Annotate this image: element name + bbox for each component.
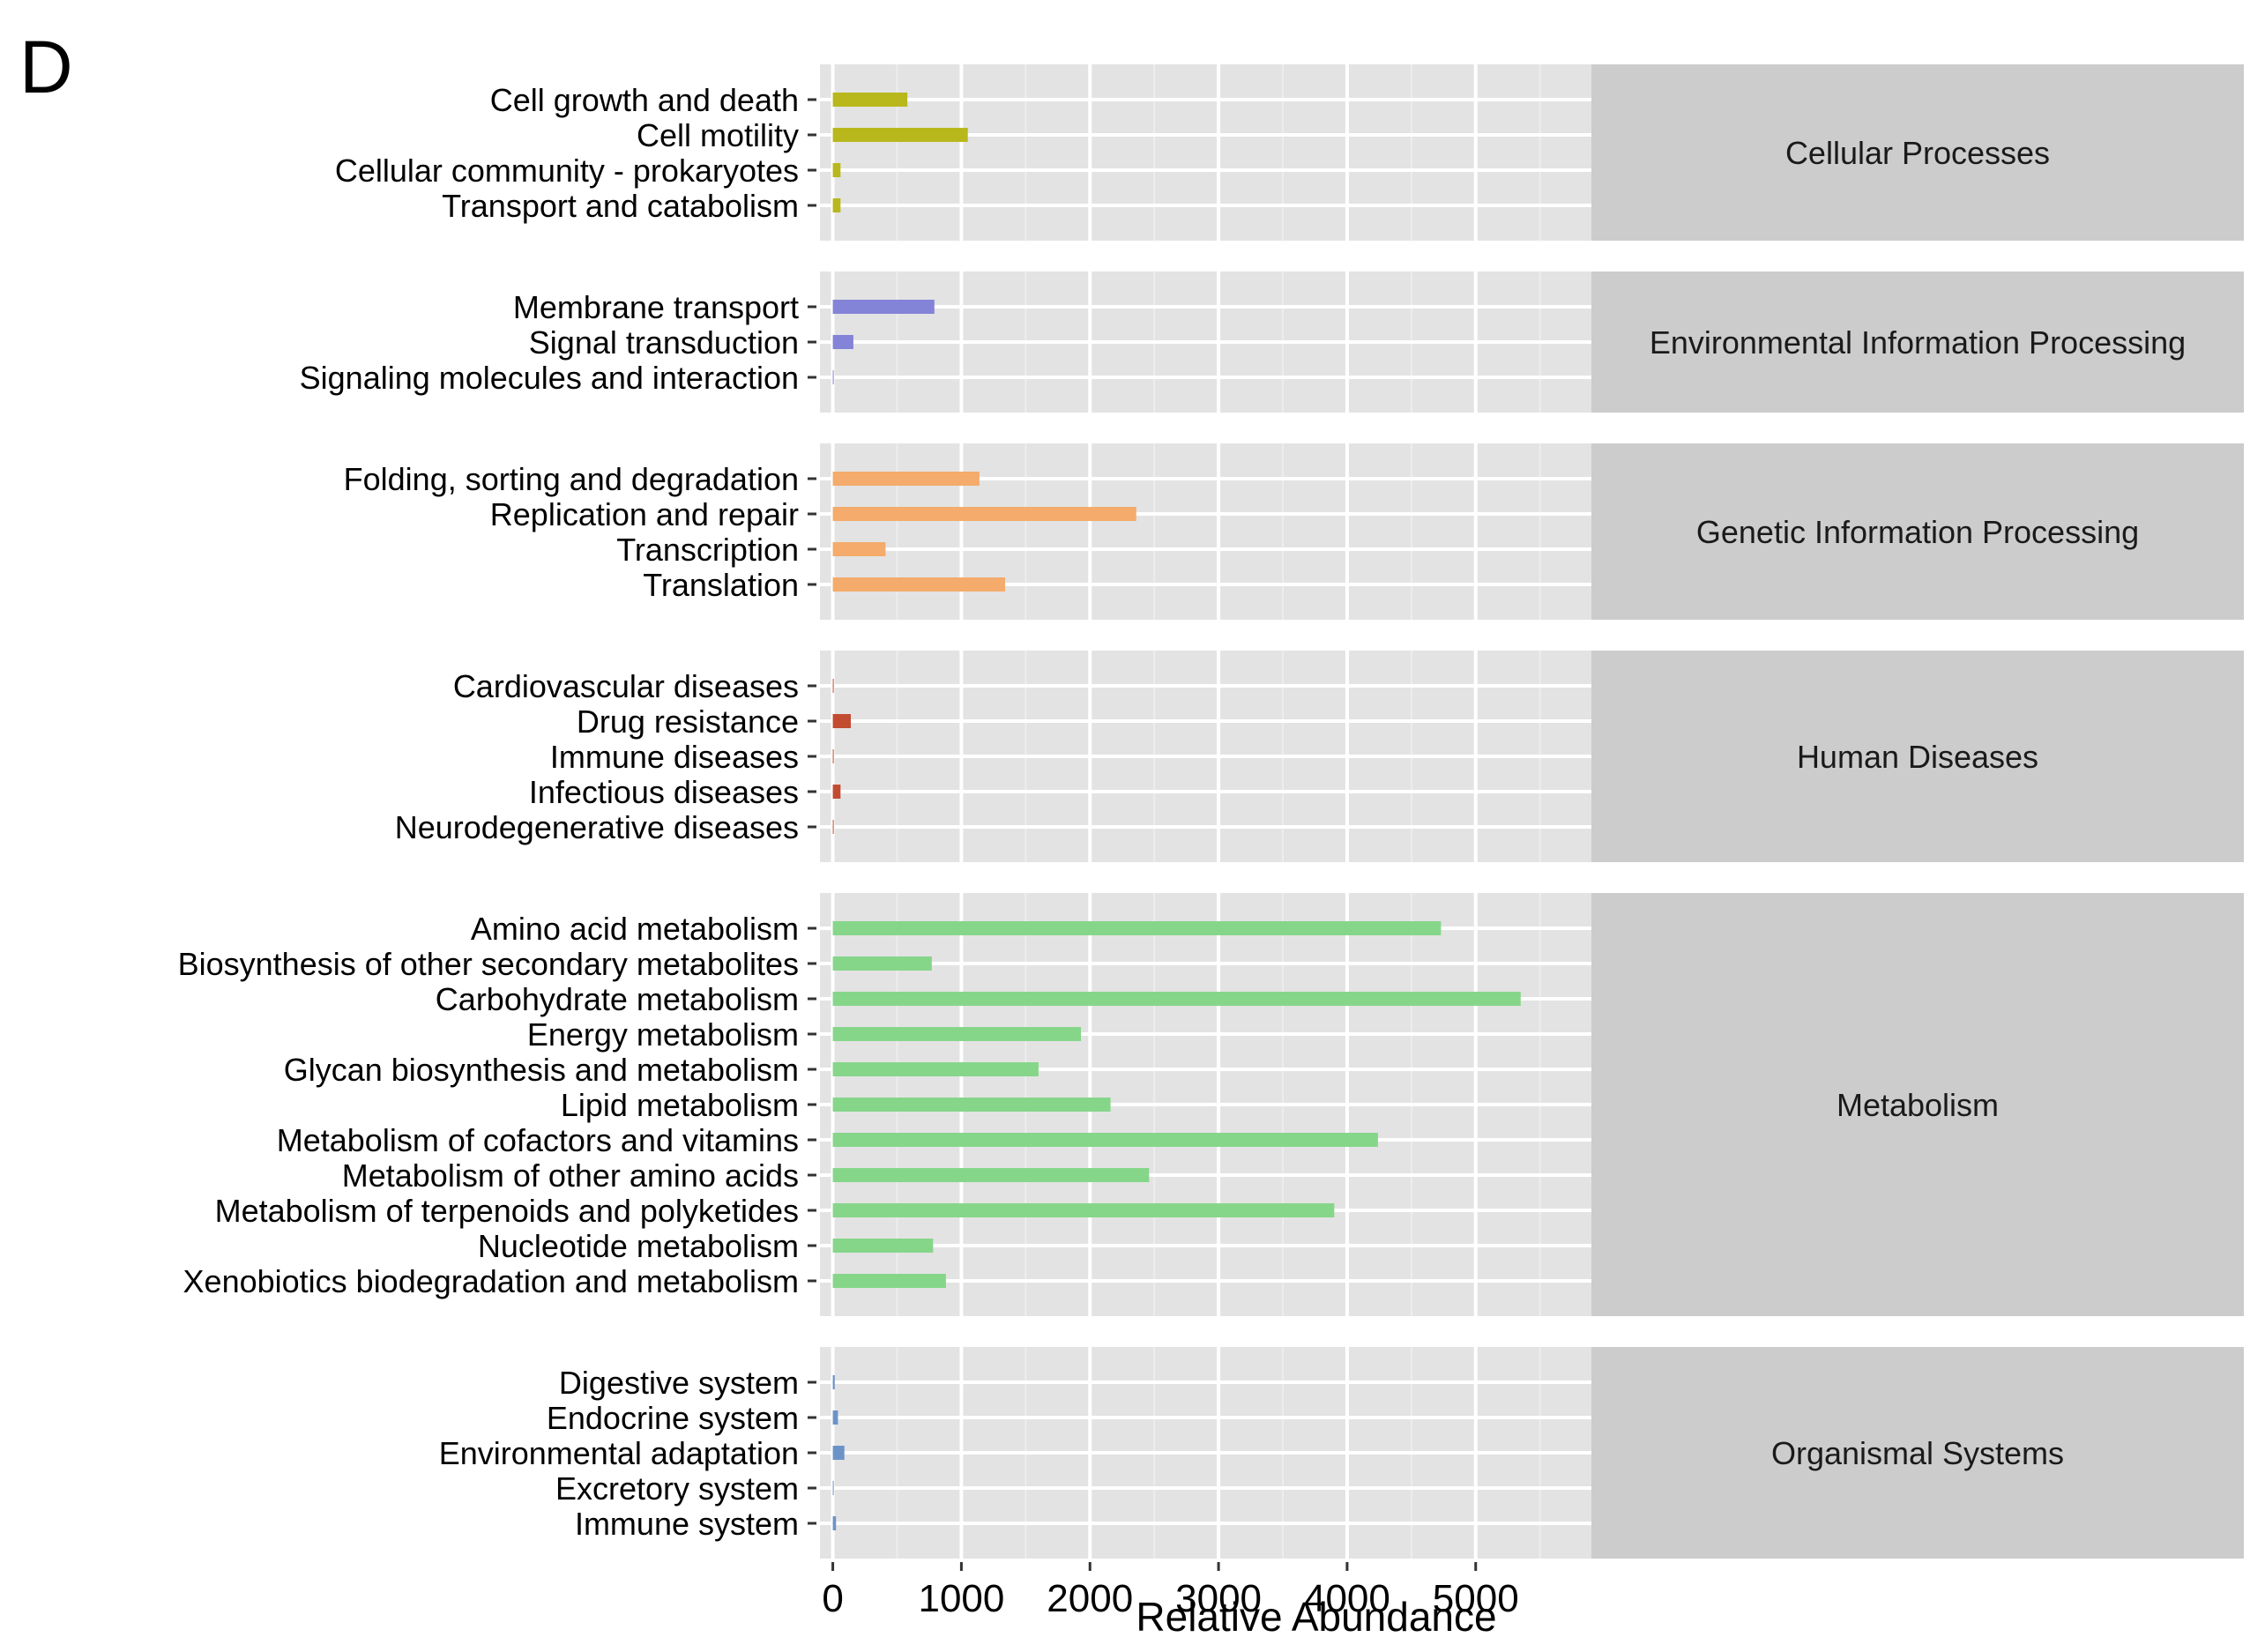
bar-cell-motility	[832, 128, 968, 142]
strip-background	[1591, 893, 2244, 1316]
category-label: Replication and repair	[490, 496, 799, 532]
category-label: Signaling molecules and interaction	[300, 360, 799, 396]
bar-nucleotide-metabolism	[832, 1239, 934, 1253]
x-axis-title: Relative Abundance	[1136, 1594, 1496, 1640]
bar-glycan-biosynthesis-and-metabolism	[832, 1062, 1039, 1076]
bar-cell-growth-and-death	[832, 93, 908, 107]
bar-xenobiotics-biodegradation-and-metabolism	[832, 1274, 946, 1288]
category-label: Infectious diseases	[529, 774, 799, 810]
bar-infectious-diseases	[832, 785, 841, 799]
panel-letter: D	[19, 26, 73, 108]
category-label: Cell motility	[637, 117, 799, 153]
category-label: Metabolism of cofactors and vitamins	[277, 1122, 799, 1158]
bar-signaling-molecules-and-interaction	[832, 370, 834, 384]
category-label: Cardiovascular diseases	[453, 668, 799, 704]
category-label: Lipid metabolism	[561, 1087, 799, 1123]
strip-background	[1591, 651, 2244, 862]
bar-environmental-adaptation	[832, 1446, 845, 1460]
category-label: Cellular community - prokaryotes	[335, 153, 799, 189]
category-label: Transport and catabolism	[442, 188, 799, 224]
category-label: Energy metabolism	[527, 1016, 799, 1053]
category-label: Cell growth and death	[490, 82, 799, 118]
category-label: Nucleotide metabolism	[478, 1228, 799, 1264]
bar-biosynthesis-of-other-secondary-metabolites	[832, 956, 932, 971]
x-tick-label: 0	[822, 1577, 843, 1620]
category-label: Endocrine system	[547, 1400, 799, 1436]
bar-folding-sorting-and-degradation	[832, 472, 980, 486]
x-tick-label: 2000	[1047, 1577, 1133, 1620]
category-label: Transcription	[616, 532, 799, 568]
bar-lipid-metabolism	[832, 1098, 1111, 1112]
strip-label: Cellular Processes	[1785, 135, 2050, 171]
category-label: Signal transduction	[529, 324, 799, 361]
bar-energy-metabolism	[832, 1027, 1082, 1041]
strip-label: Organismal Systems	[1771, 1435, 2064, 1471]
category-label: Drug resistance	[577, 703, 799, 740]
bar-immune-diseases	[832, 749, 834, 763]
bar-metabolism-of-cofactors-and-vitamins	[832, 1133, 1378, 1147]
category-label: Immune diseases	[550, 739, 799, 775]
category-label: Digestive system	[559, 1365, 799, 1401]
category-label: Xenobiotics biodegradation and metabolis…	[183, 1263, 799, 1299]
strip-background	[1591, 64, 2244, 241]
bar-transcription	[832, 542, 886, 556]
strip-background	[1591, 1347, 2244, 1559]
category-label: Membrane transport	[513, 289, 799, 325]
x-tick-label: 3000	[1175, 1577, 1262, 1620]
x-tick-label: 1000	[918, 1577, 1004, 1620]
strip-label: Genetic Information Processing	[1696, 514, 2139, 550]
bar-signal-transduction	[832, 335, 853, 349]
strip-label: Metabolism	[1837, 1087, 1999, 1123]
strip-background	[1591, 443, 2244, 620]
bar-translation	[832, 577, 1005, 592]
strip-background	[1591, 272, 2244, 413]
bar-membrane-transport	[832, 300, 935, 314]
bar-replication-and-repair	[832, 507, 1136, 521]
x-axis: 0 1000 2000 3000 4000 5000	[822, 1562, 1519, 1620]
facet-genetic-information-processing: Folding, sorting and degradationReplicat…	[344, 443, 2244, 620]
bar-metabolism-of-other-amino-acids	[832, 1168, 1150, 1182]
bar-carbohydrate-metabolism	[832, 992, 1521, 1006]
category-label: Folding, sorting and degradation	[344, 461, 799, 497]
category-label: Neurodegenerative diseases	[395, 809, 799, 845]
category-label: Metabolism of terpenoids and polyketides	[215, 1193, 799, 1229]
panel-background	[820, 64, 1591, 241]
bar-drug-resistance	[832, 714, 851, 728]
category-label: Environmental adaptation	[439, 1435, 799, 1471]
bar-amino-acid-metabolism	[832, 921, 1442, 935]
category-label: Carbohydrate metabolism	[436, 981, 799, 1017]
bar-neurodegenerative-diseases	[832, 820, 834, 834]
x-tick-label: 5000	[1433, 1577, 1519, 1620]
bar-excretory-system	[832, 1481, 834, 1495]
category-label: Excretory system	[555, 1470, 799, 1507]
strip-label: Human Diseases	[1797, 739, 2038, 775]
bar-immune-system	[832, 1516, 837, 1530]
bar-cardiovascular-diseases	[832, 679, 834, 693]
bar-digestive-system	[832, 1375, 835, 1389]
bar-cellular-community-prokaryotes	[832, 163, 841, 177]
bar-transport-and-catabolism	[832, 198, 841, 212]
bar-endocrine-system	[832, 1410, 838, 1425]
category-label: Translation	[643, 567, 799, 603]
category-label: Biosynthesis of other secondary metaboli…	[178, 946, 799, 982]
category-label: Immune system	[575, 1506, 799, 1542]
bar-metabolism-of-terpenoids-and-polyketides	[832, 1203, 1335, 1217]
strip-label: Environmental Information Processing	[1650, 324, 2186, 361]
category-label: Amino acid metabolism	[471, 911, 799, 947]
category-label: Glycan biosynthesis and metabolism	[284, 1052, 799, 1088]
x-tick-label: 4000	[1304, 1577, 1390, 1620]
category-label: Metabolism of other amino acids	[342, 1157, 799, 1194]
